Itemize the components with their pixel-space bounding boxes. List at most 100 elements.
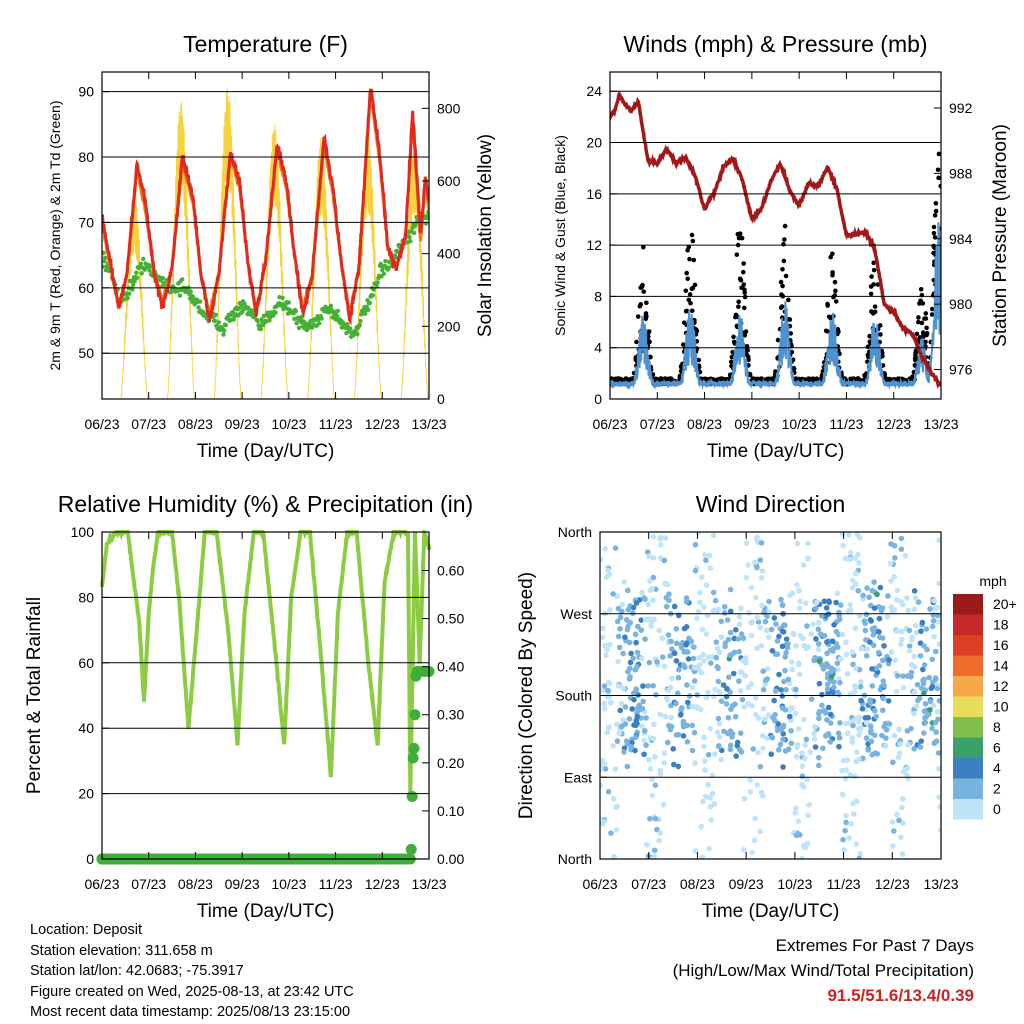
direction-point <box>642 727 648 734</box>
direction-point <box>724 686 730 692</box>
winds-ytick-label: 0 <box>594 391 602 407</box>
direction-point <box>738 605 744 612</box>
direction-point <box>710 532 717 539</box>
dewpoint-point <box>139 271 144 276</box>
direction-point <box>602 642 608 649</box>
gust-point <box>689 308 695 314</box>
direction-point <box>772 688 779 694</box>
direction-point <box>642 616 649 623</box>
direction-point <box>920 730 927 736</box>
direction-point <box>612 766 619 772</box>
direction-point <box>619 601 626 608</box>
direction-point <box>610 591 616 597</box>
direction-point <box>795 726 802 732</box>
direction-point <box>850 722 856 729</box>
direction-point <box>858 645 865 652</box>
direction-point <box>766 598 772 605</box>
temperature-y2tick-label: 400 <box>437 246 461 262</box>
direction-point <box>736 746 743 753</box>
direction-point <box>862 627 869 634</box>
dewpoint-point <box>169 288 174 294</box>
direction-point <box>601 683 608 689</box>
gust-point <box>923 316 929 321</box>
direction-point <box>762 618 769 625</box>
direction-point <box>839 631 846 638</box>
direction-point <box>624 763 631 770</box>
direction-point <box>601 687 607 694</box>
direction-point <box>849 649 856 655</box>
direction-point <box>604 693 610 699</box>
gust-point <box>637 303 643 309</box>
direction-point <box>854 749 860 755</box>
gust-point <box>731 339 737 345</box>
direction-point <box>874 591 880 598</box>
direction-point <box>714 645 721 652</box>
direction-point <box>927 698 934 705</box>
direction-point <box>657 711 664 718</box>
direction-point <box>720 682 727 688</box>
dewpoint-point <box>102 250 106 256</box>
direction-point <box>812 744 819 750</box>
dewpoint-point <box>334 313 340 319</box>
direction-point <box>702 767 708 773</box>
legend-label: 6 <box>993 740 1001 756</box>
legend-label: 18 <box>993 617 1009 633</box>
direction-point <box>815 641 822 647</box>
direction-point <box>922 719 929 726</box>
direction-point <box>769 647 776 654</box>
direction-point <box>864 585 870 591</box>
temperature-y2tick-label: 0 <box>437 391 445 407</box>
gust-point <box>938 183 941 189</box>
direction-point <box>913 703 920 710</box>
direction-point <box>863 652 870 659</box>
direction-point <box>759 568 766 574</box>
direction-point <box>760 745 766 751</box>
direction-point <box>936 697 941 704</box>
direction-point <box>691 729 698 736</box>
direction-point <box>815 762 822 769</box>
dewpoint-point <box>177 293 183 298</box>
direction-point <box>802 842 808 849</box>
winds-xlabel: Time (Day/UTC) <box>707 441 845 462</box>
direction-point <box>869 683 876 689</box>
direction-point <box>703 582 710 589</box>
direction-point <box>600 818 607 825</box>
direction-point <box>779 602 786 609</box>
direction-point <box>707 725 714 732</box>
direction-point <box>692 848 699 854</box>
gust-point <box>736 299 741 305</box>
direction-point <box>670 746 677 752</box>
direction-point <box>716 721 723 727</box>
direction-point <box>689 703 696 710</box>
direction-point <box>794 744 800 751</box>
direction-point <box>887 560 894 567</box>
direction-point <box>892 555 898 561</box>
direction-point <box>755 619 762 625</box>
gust-point <box>914 331 920 337</box>
direction-point <box>663 695 670 701</box>
direction-point <box>833 599 839 606</box>
direction-point <box>900 796 906 802</box>
temperature-ytick-label: 90 <box>78 84 94 100</box>
legend-swatch <box>953 594 983 615</box>
direction-point <box>906 627 913 634</box>
direction-point <box>857 683 864 690</box>
direction-point <box>899 851 906 857</box>
gust-point <box>931 224 937 230</box>
direction-point <box>771 697 777 704</box>
gust-point <box>875 282 881 287</box>
direction-point <box>673 640 680 647</box>
gust-point <box>734 252 740 257</box>
direction-point <box>890 759 896 766</box>
gust-point <box>879 350 885 356</box>
temperature-xtick-label: 07/23 <box>131 416 166 432</box>
direction-point <box>673 700 679 707</box>
dewpoint-point <box>222 328 227 333</box>
winds-y2tick-label: 976 <box>949 362 973 378</box>
direction-point <box>650 597 656 603</box>
direction-point <box>650 555 657 561</box>
direction-point <box>792 810 798 816</box>
direction-point <box>741 704 747 710</box>
direction-point <box>727 586 734 593</box>
direction-point <box>621 749 627 755</box>
